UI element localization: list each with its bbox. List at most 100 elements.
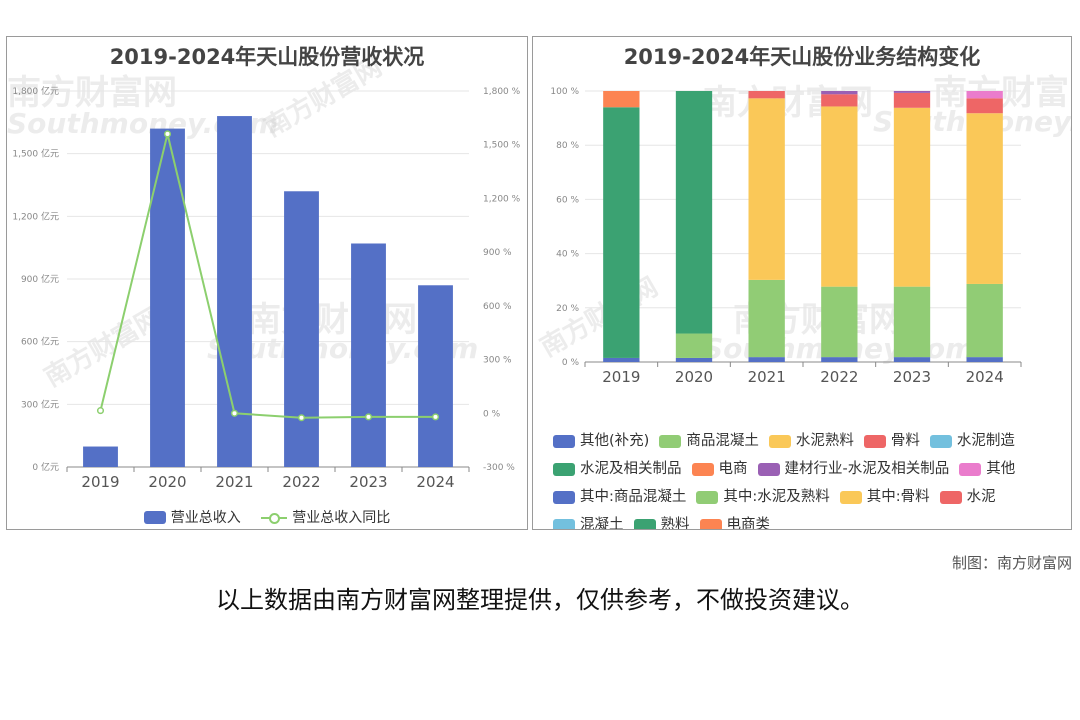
yoy-point bbox=[163, 130, 172, 138]
y-tick-label-right: -300 % bbox=[483, 463, 515, 473]
x-tick-label: 2024 bbox=[966, 368, 1004, 386]
y-tick-label-right: 300 % bbox=[483, 356, 512, 366]
legend-item[interactable]: 混凝土 bbox=[553, 513, 624, 530]
structure-chart-panel: 南方财富网 Southmoney.com 南方财富网 南方财富网 南方财富网 S… bbox=[532, 36, 1072, 530]
x-tick-label: 2020 bbox=[675, 368, 713, 386]
legend-item-yoy[interactable]: 营业总收入同比 bbox=[261, 507, 390, 527]
revenue-bar bbox=[351, 243, 386, 467]
y-tick-label-left: 600 亿元 bbox=[21, 336, 59, 348]
chart-legend: 其他(补充) 商品混凝土 水泥熟料 骨料 水泥制造 水泥及相关制品 电商 建材行业-水泥及相关… bbox=[553, 429, 1063, 530]
stacked-segment bbox=[821, 286, 858, 358]
legend-label: 骨料 bbox=[890, 433, 920, 449]
stacked-segment bbox=[748, 357, 785, 362]
x-tick-label: 2021 bbox=[748, 368, 786, 386]
stacked-segment bbox=[675, 357, 713, 362]
yoy-line bbox=[99, 133, 436, 419]
revenue-bar bbox=[418, 285, 453, 467]
y-tick-label-right: 1,800 % bbox=[483, 87, 521, 97]
revenue-chart-panel: 南方财富网 Southmoney.com 南方财富网 南方财富网 南方财富网 S… bbox=[6, 36, 528, 530]
stacked-segment bbox=[966, 91, 1003, 99]
chart-legend: 营业总收入 营业总收入同比 bbox=[7, 507, 527, 528]
stacked-segment bbox=[603, 357, 640, 362]
legend-item[interactable]: 电商 bbox=[691, 457, 748, 482]
legend-label: 营业总收入同比 bbox=[292, 510, 391, 526]
y-tick-label-left: 900 亿元 bbox=[21, 273, 59, 285]
stacked-segment bbox=[893, 91, 931, 93]
stacked-segment bbox=[821, 357, 858, 362]
y-tick-label: 60 % bbox=[556, 195, 579, 205]
disclaimer-text: 以上数据由南方财富网整理提供，仅供参考，不做投资建议。 bbox=[216, 586, 864, 614]
yoy-point bbox=[96, 407, 105, 415]
legend-label: 混凝土 bbox=[580, 517, 624, 530]
chart-title: 2019-2024年天山股份业务结构变化 bbox=[623, 45, 981, 69]
legend-label: 其他(补充) bbox=[580, 433, 650, 449]
stacked-segment bbox=[748, 279, 785, 358]
y-tick-label: 100 % bbox=[550, 87, 579, 97]
y-tick-label: 0 % bbox=[562, 358, 580, 368]
legend-item[interactable]: 电商类 bbox=[699, 513, 770, 529]
x-tick-label: 2019 bbox=[602, 368, 640, 386]
legend-item[interactable]: 水泥 bbox=[939, 485, 996, 510]
legend-swatch bbox=[959, 463, 982, 476]
stacked-segment bbox=[821, 94, 858, 107]
legend-swatch bbox=[553, 435, 575, 448]
y-tick-label-left: 1,200 亿元 bbox=[12, 210, 59, 222]
revenue-chart: 0 亿元 300 亿元 600 亿元 900 亿元 1,200 亿元 1,500 亿元 1,… bbox=[12, 85, 521, 491]
legend-item[interactable]: 其中:水泥及熟料 bbox=[696, 485, 830, 510]
legend-item[interactable]: 熟料 bbox=[633, 513, 690, 529]
legend-item[interactable]: 其中:骨料 bbox=[839, 485, 930, 510]
legend-item[interactable]: 水泥熟料 bbox=[768, 429, 854, 454]
revenue-bar bbox=[83, 446, 118, 467]
y-tick-label-right: 600 % bbox=[483, 302, 512, 312]
legend-label: 营业总收入 bbox=[170, 510, 241, 526]
revenue-bar bbox=[150, 128, 185, 467]
legend-item[interactable]: 其他(补充) bbox=[553, 429, 649, 454]
legend-item[interactable]: 商品混凝土 bbox=[659, 429, 759, 454]
legend-label: 建材行业-水泥及相关制品 bbox=[784, 461, 950, 477]
legend-swatch bbox=[929, 435, 952, 448]
legend-label: 其中:商品混凝土 bbox=[580, 489, 687, 505]
yoy-point bbox=[230, 409, 239, 417]
legend-item[interactable]: 其他 bbox=[959, 457, 1015, 482]
y-tick-label-right: 1,500 % bbox=[483, 141, 521, 151]
legend-item[interactable]: 其中:商品混凝土 bbox=[553, 485, 686, 510]
y-tick-label-left: 1,800 亿元 bbox=[12, 85, 59, 97]
y-tick-label-left: 1,500 亿元 bbox=[12, 148, 59, 160]
legend-swatch bbox=[633, 519, 656, 529]
legend-item[interactable]: 骨料 bbox=[863, 429, 920, 454]
yoy-point bbox=[297, 414, 306, 422]
x-tick-label: 2022 bbox=[282, 473, 320, 491]
y-tick-label-right: 1,200 % bbox=[483, 194, 521, 204]
legend-item-revenue[interactable]: 营业总收入 bbox=[143, 507, 241, 527]
legend-swatch bbox=[699, 519, 722, 529]
stacked-segment bbox=[893, 92, 931, 108]
legend-swatch bbox=[768, 435, 791, 448]
x-tick-label: 2023 bbox=[349, 473, 387, 491]
x-tick-label: 2024 bbox=[416, 473, 454, 491]
x-tick-label: 2020 bbox=[148, 473, 186, 491]
stacked-segment bbox=[893, 357, 931, 362]
stacked-segment bbox=[966, 283, 1003, 358]
stacked-segment bbox=[821, 91, 858, 95]
yoy-point bbox=[431, 413, 440, 421]
x-tick-label: 2019 bbox=[81, 473, 119, 491]
y-tick-label-right: 0 % bbox=[483, 409, 501, 419]
chart-credit: 制图：南方财富网 bbox=[951, 554, 1072, 572]
legend-item[interactable]: 水泥及相关制品 bbox=[553, 457, 682, 482]
stacked-segment bbox=[603, 107, 640, 358]
legend-item[interactable]: 建材行业-水泥及相关制品 bbox=[757, 457, 950, 482]
legend-label: 水泥制造 bbox=[956, 433, 1015, 449]
legend-label: 商品混凝土 bbox=[686, 433, 759, 449]
stacked-segment bbox=[966, 98, 1003, 114]
legend-swatch bbox=[553, 491, 575, 504]
y-tick-label-right: 900 % bbox=[483, 248, 512, 258]
legend-label: 其他 bbox=[986, 461, 1016, 477]
legend-label: 电商 bbox=[718, 461, 748, 477]
stacked-segment bbox=[893, 107, 931, 287]
legend-swatch bbox=[863, 435, 886, 448]
legend-swatch bbox=[696, 491, 719, 504]
legend-label: 水泥及相关制品 bbox=[580, 461, 682, 477]
legend-item[interactable]: 水泥制造 bbox=[929, 429, 1015, 454]
stacked-segment bbox=[748, 98, 785, 280]
legend-swatch bbox=[939, 491, 962, 504]
